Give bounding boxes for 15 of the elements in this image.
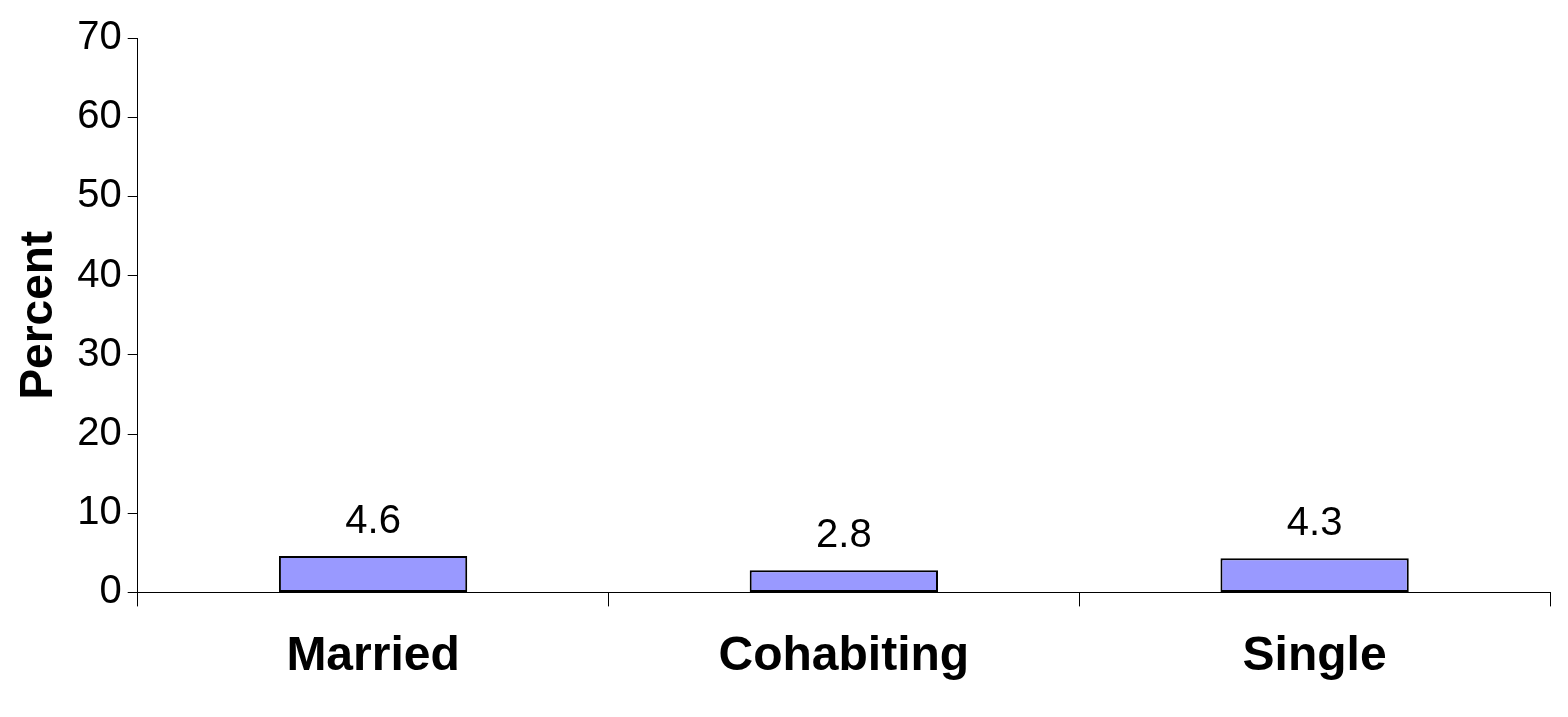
data-label: 4.6: [345, 497, 401, 541]
y-axis-title: Percent: [10, 230, 63, 400]
y-tick-label: 50: [77, 171, 122, 216]
y-tick-label: 70: [77, 13, 122, 58]
x-tick-label: Cohabiting: [718, 627, 970, 681]
y-tick-label: 20: [77, 409, 122, 454]
data-label: 2.8: [816, 511, 872, 556]
y-tick-label: 10: [77, 488, 122, 533]
x-tick-label: Married: [286, 627, 460, 681]
x-tick-label: Single: [1242, 627, 1387, 681]
y-tick-label: 40: [77, 250, 122, 295]
y-tick-label: 60: [77, 92, 122, 137]
data-label: 4.3: [1286, 499, 1343, 544]
y-tick-label: 0: [99, 567, 122, 612]
y-tick-label: 30: [77, 329, 122, 374]
